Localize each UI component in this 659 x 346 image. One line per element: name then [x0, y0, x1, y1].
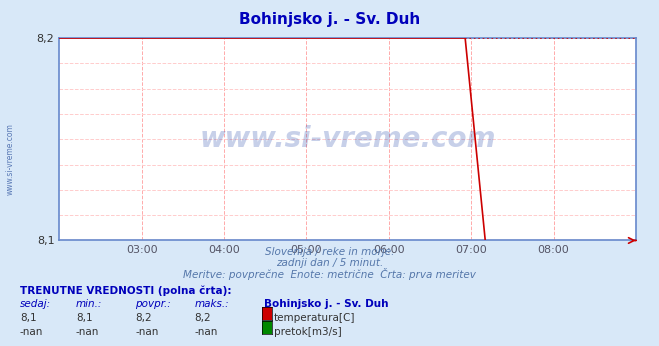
Text: Bohinjsko j. - Sv. Duh: Bohinjsko j. - Sv. Duh — [264, 299, 388, 309]
Text: -nan: -nan — [194, 327, 217, 337]
Text: www.si-vreme.com: www.si-vreme.com — [5, 123, 14, 195]
Text: 8,2: 8,2 — [135, 313, 152, 323]
Text: pretok[m3/s]: pretok[m3/s] — [274, 327, 342, 337]
Text: 8,2: 8,2 — [194, 313, 211, 323]
Text: www.si-vreme.com: www.si-vreme.com — [200, 125, 496, 153]
Text: Meritve: povprečne  Enote: metrične  Črta: prva meritev: Meritve: povprečne Enote: metrične Črta:… — [183, 268, 476, 280]
Text: zadnji dan / 5 minut.: zadnji dan / 5 minut. — [276, 258, 383, 268]
Text: 8,1: 8,1 — [76, 313, 92, 323]
Text: temperatura[C]: temperatura[C] — [274, 313, 356, 323]
Text: min.:: min.: — [76, 299, 102, 309]
Text: -nan: -nan — [76, 327, 99, 337]
Text: Bohinjsko j. - Sv. Duh: Bohinjsko j. - Sv. Duh — [239, 12, 420, 27]
Text: Slovenija / reke in morje.: Slovenija / reke in morje. — [265, 247, 394, 257]
Text: -nan: -nan — [20, 327, 43, 337]
Text: maks.:: maks.: — [194, 299, 229, 309]
Text: TRENUTNE VREDNOSTI (polna črta):: TRENUTNE VREDNOSTI (polna črta): — [20, 285, 231, 296]
Text: povpr.:: povpr.: — [135, 299, 171, 309]
Text: sedaj:: sedaj: — [20, 299, 51, 309]
Text: -nan: -nan — [135, 327, 158, 337]
Text: 8,1: 8,1 — [20, 313, 36, 323]
